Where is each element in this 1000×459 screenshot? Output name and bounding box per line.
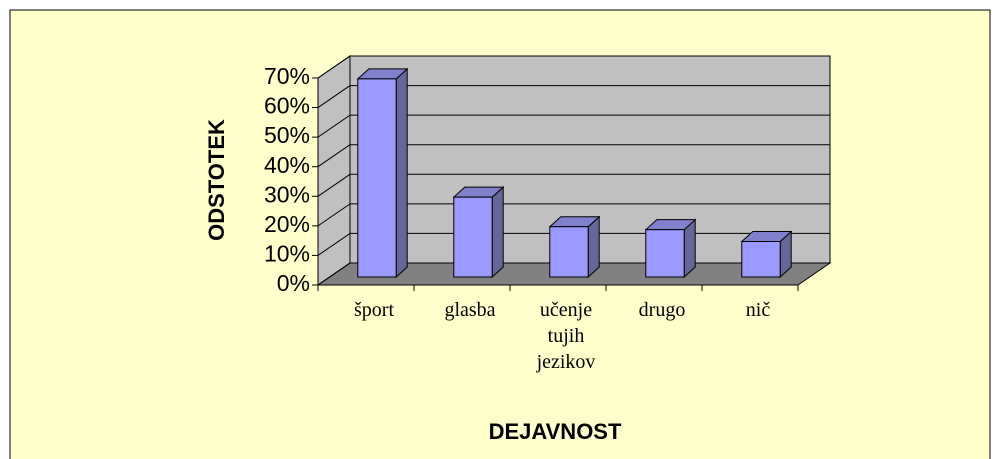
x-tick-label: glasba xyxy=(444,299,495,321)
y-tick-label: 0% xyxy=(277,270,310,296)
bar xyxy=(452,186,505,279)
y-axis-title: ODSTOTEK xyxy=(204,119,229,241)
y-tick-label: 50% xyxy=(264,122,310,148)
y-tick-label: 40% xyxy=(264,152,310,178)
bar-side xyxy=(395,67,408,279)
grid-line xyxy=(317,173,351,197)
grid-line xyxy=(317,262,351,286)
grid-line xyxy=(317,85,351,108)
y-tick-label: 20% xyxy=(264,211,310,237)
y-tick-label: 60% xyxy=(264,93,310,119)
bar-front xyxy=(645,229,685,278)
x-tick-label: nič xyxy=(746,299,771,321)
y-tick-label: 10% xyxy=(264,241,310,267)
grid-line xyxy=(317,203,351,227)
x-tick-label: učenje tujih jezikov xyxy=(536,299,596,373)
x-tick-label: šport xyxy=(354,299,394,321)
x-tick-label: drugo xyxy=(639,299,686,321)
bar-front xyxy=(357,78,397,278)
grid-line xyxy=(317,114,351,138)
side-wall xyxy=(317,55,351,286)
bar-front xyxy=(549,226,589,278)
bar-front xyxy=(453,196,493,278)
bar xyxy=(644,218,697,279)
y-tick-label: 70% xyxy=(264,63,310,89)
bar-front xyxy=(741,241,781,278)
grid-line xyxy=(317,144,351,168)
bar xyxy=(356,67,409,279)
grid-line xyxy=(317,233,351,256)
x-axis-title: DEJAVNOST xyxy=(489,419,622,444)
y-tick-label: 30% xyxy=(264,181,310,207)
grid-line xyxy=(317,55,351,79)
bar xyxy=(740,230,793,279)
bar-side xyxy=(491,186,504,279)
bar xyxy=(548,215,601,279)
